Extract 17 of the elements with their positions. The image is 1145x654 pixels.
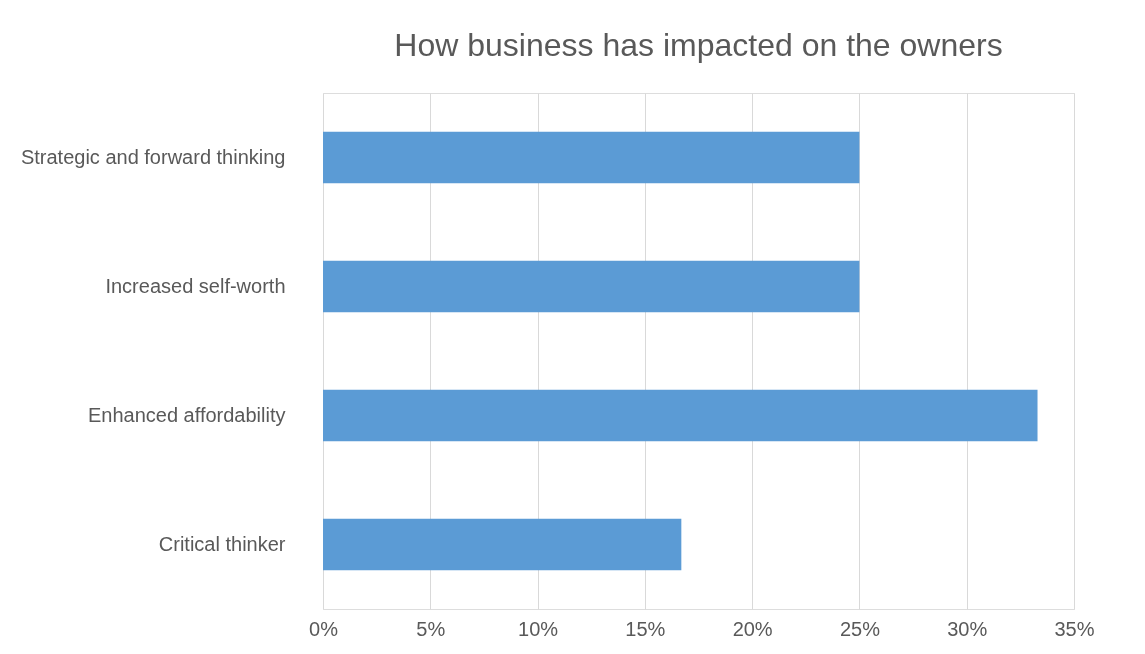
x-tick-label: 15% [625,617,666,640]
x-tick-label: 20% [732,617,773,640]
x-tick-label: 0% [309,617,339,640]
bar [323,518,682,571]
bar [323,260,860,313]
chart-title: How business has impacted on the owners [394,27,1003,63]
bar [323,131,860,184]
x-tick-label: 35% [1054,617,1095,640]
x-tick-label: 25% [839,617,881,640]
y-tick-label: Critical thinker [158,532,286,555]
bar [323,389,1038,442]
x-tick-label: 10% [518,617,559,640]
y-tick-label: Strategic and forward thinking [20,145,286,168]
x-tick-label: 30% [947,617,988,640]
y-tick-label: Increased self-worth [105,274,286,297]
x-tick-label: 5% [416,617,446,640]
y-tick-label: Enhanced affordability [87,403,286,426]
